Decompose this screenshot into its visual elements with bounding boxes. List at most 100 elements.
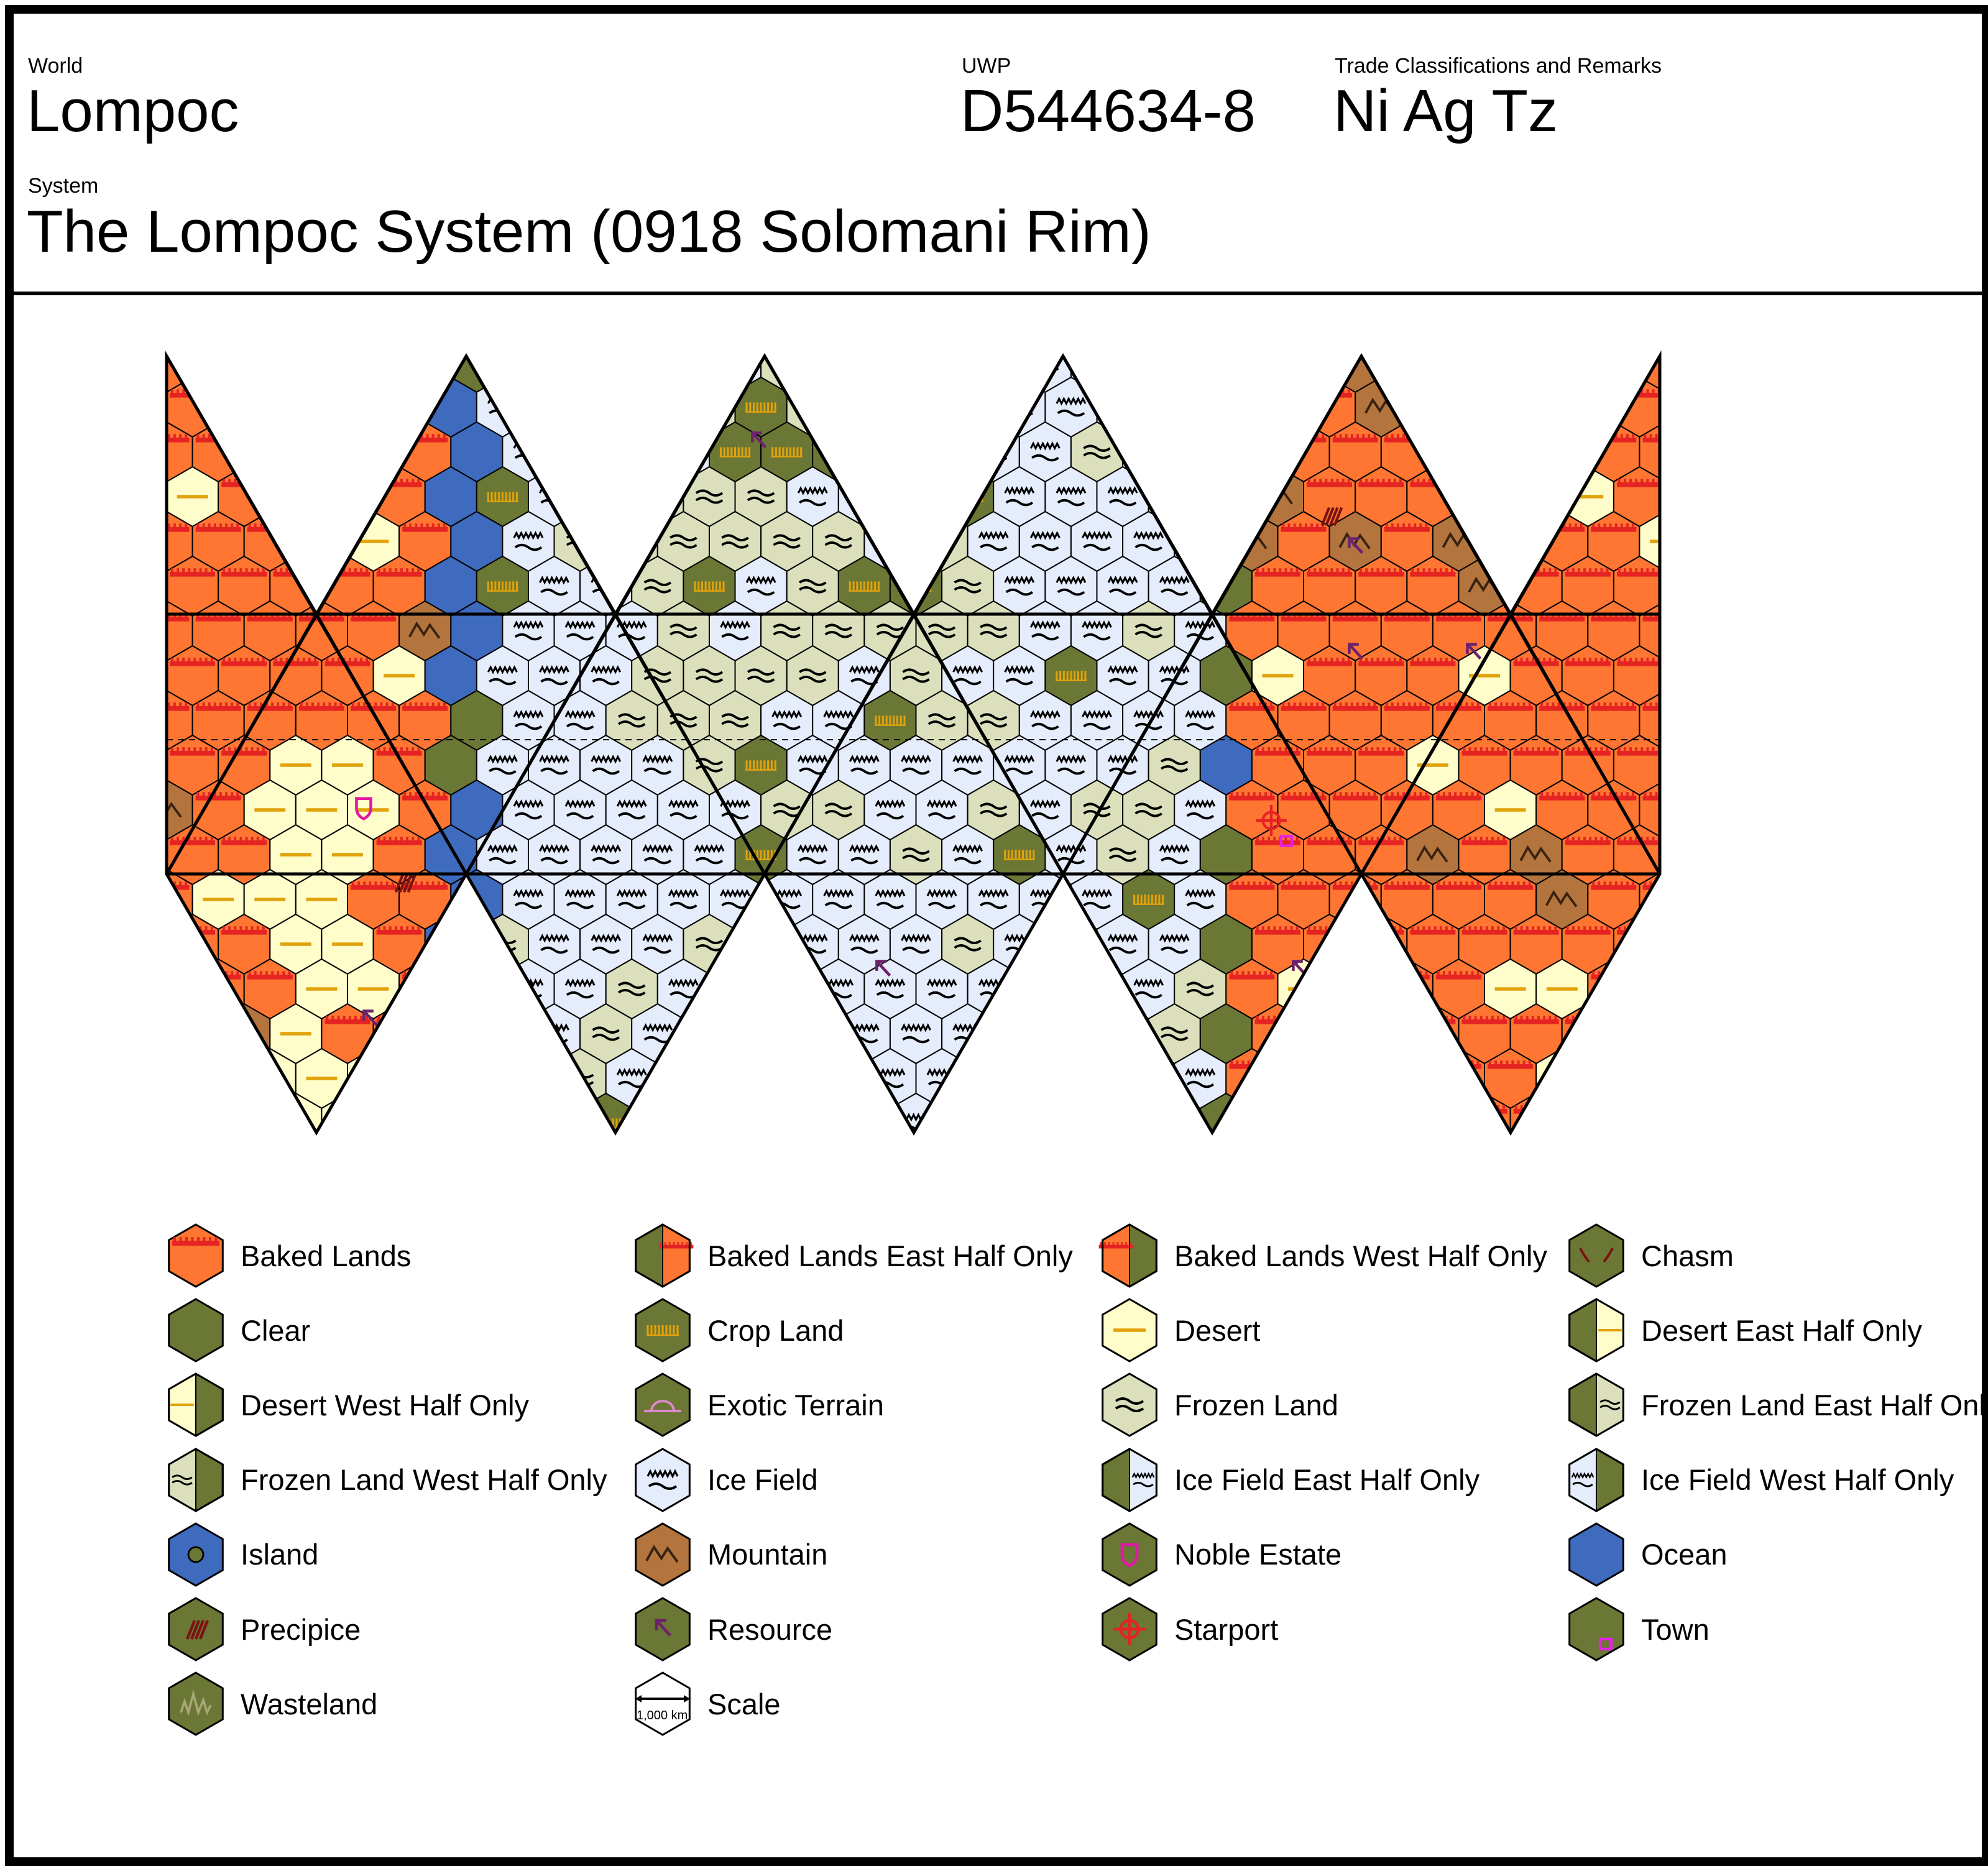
hex-baked bbox=[1613, 1092, 1660, 1133]
legend-item-frozen-west: Frozen Land West Half Only bbox=[165, 1447, 607, 1512]
hex-ice bbox=[786, 1092, 839, 1133]
hex-ice bbox=[528, 1092, 581, 1133]
legend-label: Baked Lands West Half Only bbox=[1174, 1239, 1547, 1272]
hex-baked bbox=[1484, 356, 1537, 393]
hex-baked bbox=[269, 376, 323, 438]
hex-baked bbox=[398, 1047, 452, 1110]
legend-item-exotic: Exotic Terrain bbox=[632, 1372, 884, 1438]
hex-baked bbox=[321, 376, 374, 438]
hex-frozen bbox=[760, 779, 814, 841]
hex-baked bbox=[1380, 356, 1433, 393]
resource-marker bbox=[1348, 643, 1364, 660]
hex-clear bbox=[1199, 376, 1253, 438]
hex-baked bbox=[89, 691, 140, 750]
frozen-land-west-icon bbox=[168, 1447, 224, 1512]
baked-lands-east-icon bbox=[635, 1223, 694, 1288]
hex-crop bbox=[476, 555, 529, 617]
hex-baked bbox=[1665, 467, 1717, 526]
hex-frozen bbox=[889, 376, 943, 438]
starport-icon bbox=[1102, 1597, 1157, 1661]
hex-baked bbox=[191, 1047, 245, 1110]
hex-baked bbox=[1328, 958, 1382, 1020]
hex-baked bbox=[1665, 735, 1717, 795]
hex-baked bbox=[1639, 356, 1660, 393]
hex-baked bbox=[1406, 913, 1460, 975]
hex-mountain bbox=[1225, 421, 1279, 483]
desert-east-icon bbox=[1568, 1298, 1624, 1363]
crop-land-icon bbox=[635, 1298, 691, 1363]
hex-ice bbox=[1070, 1047, 1124, 1110]
legend-label: Clear bbox=[241, 1313, 311, 1347]
legend-label: Ice Field bbox=[707, 1463, 818, 1497]
hex-baked bbox=[1303, 1003, 1356, 1065]
hex-baked bbox=[1665, 914, 1717, 974]
legend-item-baked-west: Baked Lands West Half Only bbox=[1098, 1223, 1547, 1288]
hex-baked bbox=[1406, 1092, 1460, 1133]
hex-frozen bbox=[683, 645, 736, 707]
hex-ice bbox=[579, 376, 633, 438]
hex-crop bbox=[709, 421, 762, 483]
hex-baked bbox=[269, 466, 323, 528]
hex-ice bbox=[528, 376, 581, 438]
legend-item-wasteland: Wasteland bbox=[165, 1671, 377, 1736]
hex-ice bbox=[993, 1003, 1046, 1065]
hex-ocean bbox=[424, 1003, 477, 1065]
hex-ice bbox=[656, 1047, 710, 1110]
frozen-land-icon bbox=[1102, 1372, 1157, 1438]
system-name: The Lompoc System (0918 Solomani Rim) bbox=[27, 198, 1151, 265]
hex-ice bbox=[1122, 1047, 1176, 1110]
island-icon bbox=[168, 1522, 224, 1587]
hex-ice bbox=[734, 1003, 788, 1065]
legend-label: Desert West Half Only bbox=[241, 1388, 530, 1422]
legend-item-scale: 1,000 km Scale bbox=[632, 1671, 781, 1736]
legend-label: Frozen Land bbox=[1174, 1388, 1338, 1422]
town-icon bbox=[1568, 1597, 1624, 1661]
hex-baked bbox=[115, 467, 167, 526]
legend-item-clear: Clear bbox=[165, 1298, 311, 1363]
hex-baked bbox=[295, 421, 348, 483]
hex-baked bbox=[1613, 1003, 1660, 1065]
precipice-marker bbox=[1320, 507, 1343, 526]
legend-label: Ice Field East Half Only bbox=[1174, 1463, 1480, 1497]
ice-field-west-icon bbox=[1568, 1447, 1624, 1512]
hex-ice bbox=[967, 1047, 1020, 1110]
hex-desert bbox=[115, 1093, 167, 1153]
hex-baked bbox=[1328, 1047, 1382, 1110]
hex-ice bbox=[502, 356, 555, 393]
hex-ice bbox=[1096, 555, 1149, 617]
hex-ice bbox=[709, 958, 762, 1020]
hex-desert bbox=[1406, 376, 1460, 438]
legend-label: Desert East Half Only bbox=[1641, 1313, 1922, 1347]
mountain-icon bbox=[635, 1522, 691, 1587]
hex-baked bbox=[1432, 356, 1485, 393]
hex-ice bbox=[889, 466, 943, 528]
hex-baked bbox=[1432, 421, 1485, 483]
hex-crop bbox=[837, 1092, 891, 1133]
baked-lands-icon bbox=[168, 1223, 224, 1288]
hex-baked bbox=[115, 735, 167, 795]
noble-estate-icon bbox=[1102, 1522, 1157, 1587]
legend-item-crop: Crop Land bbox=[632, 1298, 844, 1363]
hex-ice bbox=[941, 1092, 995, 1133]
hex-frozen bbox=[631, 376, 684, 438]
hex-ice bbox=[760, 1047, 814, 1110]
hex-baked bbox=[1639, 779, 1660, 841]
legend-item-resource: Resource bbox=[632, 1597, 832, 1661]
hex-baked bbox=[1225, 356, 1279, 393]
hex-baked bbox=[1277, 1047, 1330, 1110]
legend-item-ice-east: Ice Field East Half Only bbox=[1098, 1447, 1480, 1512]
hex-frozen bbox=[605, 356, 658, 393]
legend-item-precipice: Precipice bbox=[165, 1597, 361, 1661]
legend-label: Island bbox=[241, 1538, 319, 1571]
ice-field-icon bbox=[635, 1447, 691, 1512]
hex-ice bbox=[579, 466, 633, 528]
map-outline bbox=[165, 350, 1662, 1136]
hex-baked bbox=[115, 377, 167, 437]
resource-marker bbox=[1348, 537, 1364, 554]
exotic-terrain-icon bbox=[635, 1372, 691, 1438]
noble-marker bbox=[355, 797, 372, 820]
legend-item-desert-west: Desert West Half Only bbox=[165, 1372, 530, 1438]
header-divider bbox=[5, 292, 1982, 295]
hex-frozen bbox=[812, 356, 865, 393]
